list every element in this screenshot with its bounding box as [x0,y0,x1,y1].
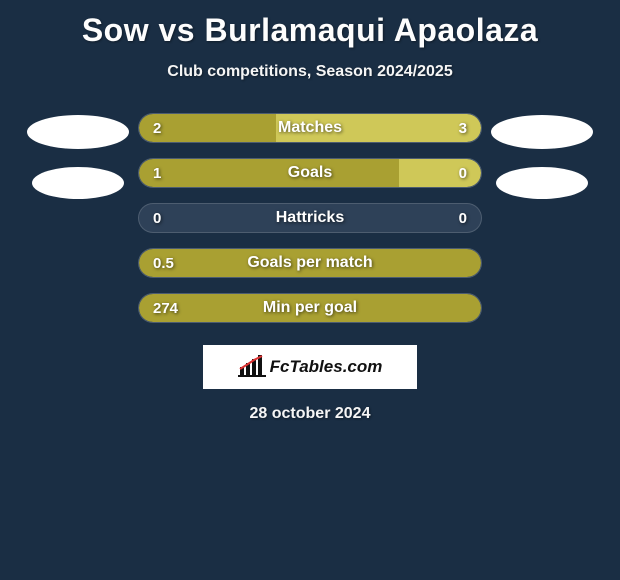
player-avatar-right-1 [491,115,593,149]
stat-label: Hattricks [139,204,481,232]
stat-bar-left [139,114,276,142]
stat-bar-right [399,159,481,187]
stat-value-left: 0 [153,204,161,232]
right-avatar-column [482,113,602,199]
stat-bars-column: 23Matches 10Goals 0 0Hattricks 0.5Goals per … [138,113,482,323]
page-title: Sow vs Burlamaqui Apaolaza [82,12,538,49]
stat-bar-left [139,159,399,187]
stat-row: 274Min per goal [138,293,482,323]
player-badge-left-2 [32,167,124,199]
stat-bar-left [139,249,481,277]
stat-bar-left [139,294,481,322]
stat-row: 0.5Goals per match [138,248,482,278]
chart-icon [238,355,266,379]
player-badge-right-2 [496,167,588,199]
subtitle: Club competitions, Season 2024/2025 [167,63,452,81]
stats-zone: 23Matches 10Goals 0 0Hattricks 0.5Goals per … [0,113,620,323]
stat-bar-right [276,114,481,142]
logo-box: FcTables.com [203,345,417,389]
stat-value-right: 0 [459,204,467,232]
logo-text: FcTables.com [270,357,383,377]
stat-row: 10Goals [138,158,482,188]
left-avatar-column [18,113,138,199]
player-avatar-left-1 [27,115,129,149]
stat-row: 23Matches [138,113,482,143]
stat-row: 0 0Hattricks [138,203,482,233]
date-line: 28 october 2024 [250,405,371,423]
